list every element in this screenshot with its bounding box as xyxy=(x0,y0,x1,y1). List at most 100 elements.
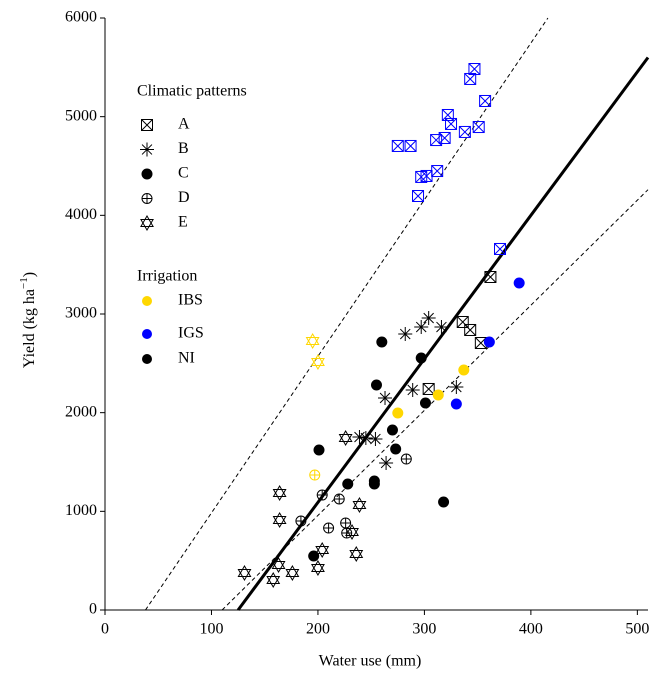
point xyxy=(392,407,404,419)
y-axis-title-sup: −1 xyxy=(18,277,30,289)
point xyxy=(358,431,373,446)
marker-part xyxy=(458,125,471,138)
marker-part xyxy=(140,215,154,227)
point xyxy=(309,469,321,481)
marker-part xyxy=(414,320,429,335)
legend-marker xyxy=(142,296,152,306)
marker-part xyxy=(313,444,325,456)
marker-part xyxy=(464,323,477,336)
x-tick-label: 300 xyxy=(412,621,436,638)
marker-part xyxy=(237,569,252,581)
point xyxy=(386,424,398,436)
point xyxy=(419,397,431,409)
marker-part xyxy=(484,271,497,283)
y-tick-label: 2000 xyxy=(65,403,97,420)
marker-part xyxy=(431,165,444,178)
point xyxy=(468,63,481,76)
marker-part xyxy=(484,271,497,283)
marker-part xyxy=(349,545,364,558)
point xyxy=(237,565,252,581)
marker-part xyxy=(421,311,436,326)
marker-part xyxy=(271,557,286,570)
point xyxy=(352,497,367,514)
point xyxy=(415,170,428,183)
x-tick-label: 500 xyxy=(625,621,649,638)
marker-part xyxy=(358,431,373,446)
marker-part xyxy=(140,142,154,157)
marker-part xyxy=(310,563,325,576)
point xyxy=(464,323,477,336)
marker-part xyxy=(272,484,287,497)
point xyxy=(295,515,307,527)
marker-part xyxy=(140,219,154,231)
legend-title: Climatic patterns xyxy=(137,83,247,100)
marker-part xyxy=(404,139,417,152)
point xyxy=(266,572,281,589)
marker-part xyxy=(272,516,287,529)
legend-label: IGS xyxy=(178,325,204,342)
point xyxy=(484,271,497,283)
legend-marker xyxy=(142,354,152,364)
y-axis-title: Yield (kg ha−1) xyxy=(18,272,38,368)
legend-marker xyxy=(141,193,153,204)
marker-part xyxy=(438,131,451,144)
point xyxy=(345,524,359,541)
point xyxy=(422,382,435,395)
point xyxy=(379,455,394,470)
marker-part xyxy=(352,430,367,445)
marker-part xyxy=(404,140,417,152)
point xyxy=(449,380,464,395)
point xyxy=(430,134,443,147)
legend-label: IBS xyxy=(178,292,203,309)
point xyxy=(371,379,382,391)
point xyxy=(405,382,420,397)
marker-part xyxy=(430,134,442,146)
marker-part xyxy=(390,443,402,455)
marker-part xyxy=(345,528,359,541)
marker-part xyxy=(141,119,153,131)
legend-marker xyxy=(140,142,154,157)
marker-part xyxy=(494,242,507,255)
marker-part xyxy=(464,72,477,85)
point xyxy=(316,489,328,501)
marker-part xyxy=(412,189,425,202)
marker-part xyxy=(468,63,481,75)
marker-part xyxy=(272,488,287,501)
point xyxy=(390,443,402,455)
fit-line xyxy=(145,17,549,611)
y-tick-label: 5000 xyxy=(65,107,97,124)
y-tick-label: 1000 xyxy=(65,502,97,519)
marker-part xyxy=(434,320,449,335)
point xyxy=(340,517,352,529)
marker-part xyxy=(310,559,325,572)
marker-part xyxy=(342,478,354,490)
x-tick-label: 200 xyxy=(306,621,330,638)
x-tick-label: 400 xyxy=(519,621,543,638)
point xyxy=(434,320,449,335)
marker-part xyxy=(412,190,424,202)
fit-line xyxy=(221,189,649,611)
y-tick-label: 0 xyxy=(89,601,97,618)
marker-part xyxy=(376,336,388,348)
marker-part xyxy=(352,497,367,510)
marker-part xyxy=(405,382,420,397)
point xyxy=(315,542,330,559)
point xyxy=(378,390,393,405)
x-tick-label: 0 xyxy=(101,621,109,638)
marker-part xyxy=(141,119,153,131)
legend-marker xyxy=(141,168,153,180)
marker-part xyxy=(449,380,464,395)
point xyxy=(398,327,413,342)
marker-part xyxy=(458,364,470,376)
marker-part xyxy=(415,171,428,183)
point xyxy=(271,557,286,574)
marker-part xyxy=(391,140,404,152)
point xyxy=(376,336,388,348)
marker-part xyxy=(415,352,427,364)
point xyxy=(450,398,462,410)
legend-title: Irrigation xyxy=(137,268,197,285)
marker-part xyxy=(513,277,525,289)
point xyxy=(472,121,485,134)
marker-part xyxy=(464,73,477,85)
